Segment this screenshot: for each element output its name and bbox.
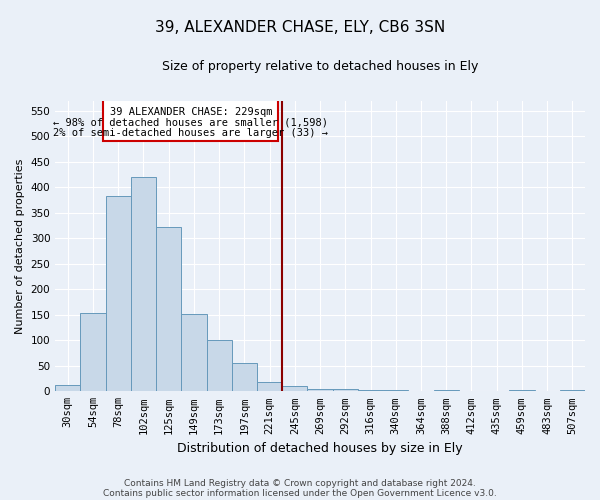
- Y-axis label: Number of detached properties: Number of detached properties: [15, 158, 25, 334]
- Title: Size of property relative to detached houses in Ely: Size of property relative to detached ho…: [162, 60, 478, 73]
- Text: 39, ALEXANDER CHASE, ELY, CB6 3SN: 39, ALEXANDER CHASE, ELY, CB6 3SN: [155, 20, 445, 35]
- Bar: [383, 390, 409, 392]
- Bar: [103, 78, 278, 142]
- Bar: [80, 314, 106, 392]
- Text: 2% of semi-detached houses are larger (33) →: 2% of semi-detached houses are larger (3…: [53, 128, 328, 138]
- Bar: [358, 390, 383, 392]
- Bar: [307, 389, 332, 392]
- Bar: [560, 390, 585, 392]
- Bar: [257, 382, 282, 392]
- Text: 39 ALEXANDER CHASE: 229sqm: 39 ALEXANDER CHASE: 229sqm: [110, 107, 272, 117]
- Bar: [156, 227, 181, 392]
- Bar: [106, 196, 131, 392]
- Bar: [181, 314, 206, 392]
- Text: Contains public sector information licensed under the Open Government Licence v3: Contains public sector information licen…: [103, 488, 497, 498]
- Bar: [232, 364, 257, 392]
- Bar: [332, 390, 358, 392]
- Bar: [509, 390, 535, 392]
- Text: ← 98% of detached houses are smaller (1,598): ← 98% of detached houses are smaller (1,…: [53, 118, 328, 128]
- Text: Contains HM Land Registry data © Crown copyright and database right 2024.: Contains HM Land Registry data © Crown c…: [124, 478, 476, 488]
- X-axis label: Distribution of detached houses by size in Ely: Distribution of detached houses by size …: [177, 442, 463, 455]
- Bar: [206, 340, 232, 392]
- Bar: [131, 177, 156, 392]
- Bar: [282, 386, 307, 392]
- Bar: [409, 391, 434, 392]
- Bar: [55, 385, 80, 392]
- Bar: [434, 390, 459, 392]
